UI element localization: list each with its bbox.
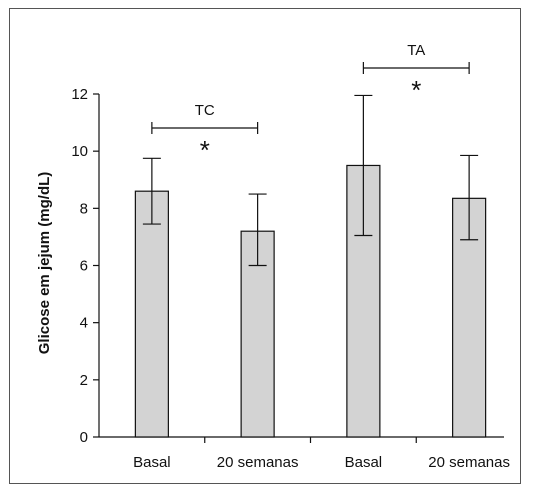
- bracket-label: TA: [407, 42, 425, 59]
- bars: [134, 164, 487, 438]
- x-tick-label: Basal: [133, 454, 171, 471]
- y-tick-label: 4: [80, 315, 88, 332]
- x-tick-label: 20 semanas: [428, 454, 510, 471]
- y-tick-labels: 0 2 4 6 8 10 12: [71, 86, 88, 446]
- y-tick-label: 10: [71, 143, 88, 160]
- bracket-label: TC: [195, 102, 215, 119]
- significance-marker: *: [200, 135, 210, 165]
- y-axis-label: Glicose em jejum (mg/dL): [36, 172, 53, 355]
- bar: [134, 190, 169, 438]
- annotations: TC * TA *: [151, 42, 470, 165]
- y-tick-label: 0: [80, 429, 88, 446]
- x-tick-label: Basal: [345, 454, 383, 471]
- y-tick-label: 2: [80, 372, 88, 389]
- y-tick-label: 12: [71, 86, 88, 103]
- y-tick-label: 8: [80, 200, 88, 217]
- significance-marker: *: [411, 75, 421, 105]
- x-tick-labels: Basal 20 semanas Basal 20 semanas: [133, 454, 510, 471]
- x-tick-label: 20 semanas: [217, 454, 299, 471]
- error-bars: [142, 94, 479, 267]
- y-tick-label: 6: [80, 258, 88, 275]
